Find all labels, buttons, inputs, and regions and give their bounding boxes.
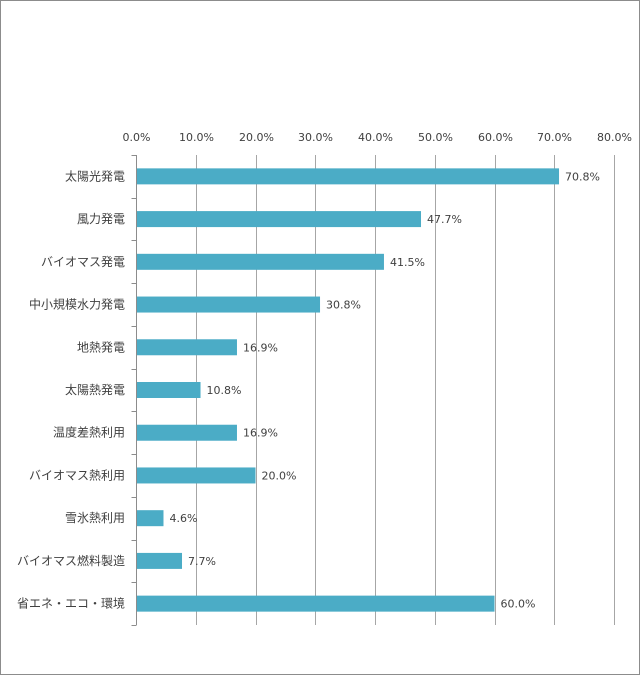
bar <box>137 296 321 313</box>
bar <box>137 382 201 398</box>
data-label: 70.8% <box>565 170 600 183</box>
data-label: 30.8% <box>326 299 361 312</box>
category-label: 中小規模水力発電 <box>29 297 125 312</box>
category-label: 風力発電 <box>77 212 125 226</box>
bar <box>137 595 495 612</box>
data-label: 41.5% <box>390 256 425 269</box>
bar <box>137 339 237 356</box>
data-label: 16.9% <box>243 341 278 354</box>
x-tick-label: 60.0% <box>478 131 513 144</box>
x-tick-label: 70.0% <box>537 131 572 144</box>
category-label: バイオマス熱利用 <box>29 468 125 482</box>
bar <box>137 467 256 484</box>
data-label: 20.0% <box>262 469 297 482</box>
bar <box>137 424 237 441</box>
x-axis-ticks: 0.0% 10.0% 20.0% 30.0% 40.0% 50.0% 60.0% 70.0% 8… <box>123 131 632 144</box>
data-labels: 70.8% 47.7% 41.5% 30.8% 16.9% 10.8% 16.9% 20.0%… <box>169 170 599 610</box>
category-label: バイオマス燃料製造 <box>17 553 125 568</box>
data-label: 10.8% <box>207 384 242 397</box>
x-tick-label: 50.0% <box>418 131 453 144</box>
data-label: 7.7% <box>188 555 216 568</box>
bar <box>137 211 422 228</box>
category-label: バイオマス発電 <box>41 255 125 269</box>
category-label: 太陽光発電 <box>65 168 125 183</box>
x-tick-label: 40.0% <box>358 131 393 144</box>
grid-lines <box>196 155 615 625</box>
data-label: 4.6% <box>169 512 197 525</box>
category-label: 太陽熱発電 <box>65 382 125 397</box>
x-tick-label: 80.0% <box>597 131 632 144</box>
x-tick-label: 20.0% <box>239 131 274 144</box>
bars <box>137 168 560 612</box>
x-tick-label: 30.0% <box>298 131 333 144</box>
category-labels: 太陽光発電風力発電バイオマス発電中小規模水力発電地熱発電太陽熱発電温度差熱利用バ… <box>17 168 125 610</box>
bar <box>137 510 164 527</box>
data-label: 60.0% <box>501 598 536 611</box>
bar <box>137 168 560 185</box>
data-label: 47.7% <box>427 213 462 226</box>
x-tick-label: 10.0% <box>179 131 214 144</box>
category-label: 省エネ・エコ・環境 <box>17 596 125 611</box>
category-label: 地熱発電 <box>77 340 125 354</box>
category-label: 雪氷熱利用 <box>65 511 125 525</box>
category-axis <box>131 155 137 626</box>
bar <box>137 552 183 569</box>
bar <box>137 253 384 270</box>
category-label: 温度差熱利用 <box>53 425 125 440</box>
x-tick-label: 0.0% <box>123 131 151 144</box>
data-label: 16.9% <box>243 427 278 440</box>
